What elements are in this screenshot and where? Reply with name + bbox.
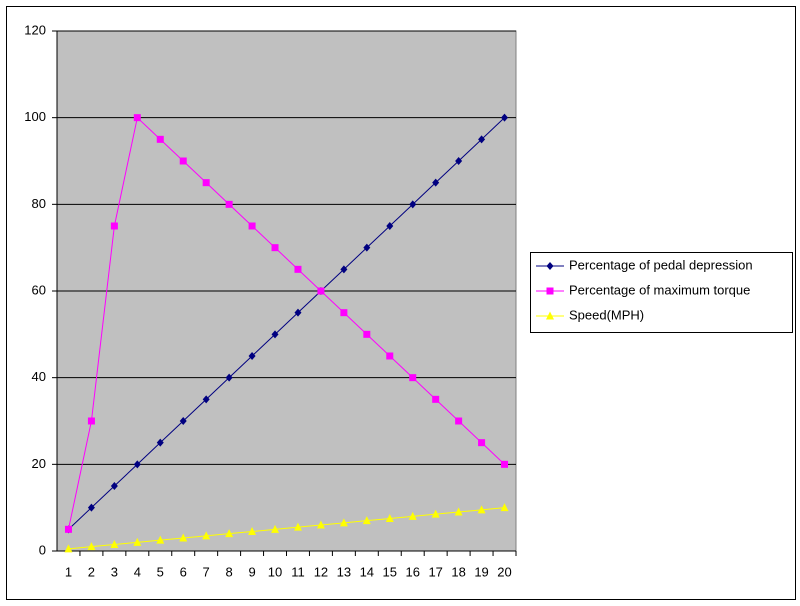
marker [87, 503, 95, 512]
marker [225, 200, 233, 208]
marker [431, 509, 440, 518]
marker [271, 244, 279, 252]
x-tick-label: 20 [497, 564, 511, 579]
y-tick-label: 100 [24, 109, 46, 124]
x-tick-label: 19 [474, 564, 488, 579]
marker [546, 262, 554, 270]
x-tick-label: 12 [314, 564, 328, 579]
marker [409, 374, 417, 382]
x-tick-label: 11 [291, 564, 305, 579]
x-tick-label: 17 [428, 564, 442, 579]
y-tick-label: 80 [32, 196, 46, 211]
marker [339, 518, 348, 527]
marker [133, 537, 142, 546]
marker [362, 516, 371, 525]
marker [455, 157, 463, 165]
marker [386, 222, 394, 230]
marker [156, 438, 164, 447]
x-tick-label: 5 [157, 564, 164, 579]
y-tick-label: 0 [39, 542, 46, 557]
marker [317, 287, 325, 295]
series-line [68, 117, 505, 530]
marker [110, 222, 118, 230]
y-tick-label: 60 [32, 282, 46, 297]
legend-box [530, 252, 793, 333]
x-tick-label: 16 [405, 564, 419, 579]
marker [477, 505, 486, 514]
legend-label: Percentage of maximum torque [569, 282, 750, 297]
x-tick-label: 8 [226, 564, 233, 579]
x-tick-label: 18 [451, 564, 465, 579]
marker [501, 113, 509, 122]
marker [179, 157, 187, 165]
x-tick-label: 10 [268, 564, 282, 579]
marker [409, 200, 417, 209]
marker [432, 178, 440, 187]
marker [385, 514, 394, 522]
marker [248, 352, 256, 360]
marker [225, 529, 234, 538]
x-tick-label: 7 [203, 564, 210, 579]
marker [363, 330, 371, 338]
marker [87, 542, 96, 551]
marker [294, 308, 302, 317]
marker [179, 533, 188, 542]
marker [294, 265, 302, 273]
marker [271, 330, 279, 339]
marker [500, 503, 509, 512]
marker [408, 511, 417, 520]
marker [133, 460, 141, 469]
marker [340, 265, 348, 274]
x-tick-label: 15 [383, 564, 397, 579]
marker [248, 527, 257, 535]
marker [432, 395, 440, 403]
marker [546, 287, 554, 295]
marker [386, 352, 394, 360]
marker [156, 135, 164, 143]
marker [501, 460, 509, 468]
marker [202, 395, 210, 404]
legend-label: Percentage of pedal depression [569, 257, 753, 272]
marker [110, 482, 118, 490]
marker [64, 525, 72, 533]
marker [110, 540, 119, 548]
marker [133, 114, 141, 122]
marker [340, 309, 348, 317]
legend-label: Speed(MPH) [569, 307, 644, 322]
marker [271, 524, 280, 533]
marker [179, 417, 187, 425]
series-line [67, 116, 505, 530]
y-tick-label: 120 [24, 22, 46, 37]
series-line [68, 507, 505, 550]
marker [202, 179, 210, 187]
x-tick-label: 14 [360, 564, 374, 579]
x-tick-label: 13 [337, 564, 351, 579]
marker [225, 373, 233, 382]
marker [87, 417, 95, 425]
marker [316, 520, 325, 529]
y-tick-label: 40 [32, 369, 46, 384]
marker [478, 135, 486, 144]
x-tick-label: 6 [180, 564, 187, 579]
x-tick-label: 1 [65, 564, 72, 579]
marker [156, 535, 165, 544]
marker [478, 439, 486, 447]
x-tick-label: 9 [248, 564, 255, 579]
x-tick-label: 3 [111, 564, 118, 579]
marker [546, 311, 554, 320]
x-tick-label: 4 [134, 564, 141, 579]
marker [455, 417, 463, 425]
marker [64, 544, 73, 553]
y-tick-label: 20 [32, 456, 46, 471]
marker [293, 522, 302, 531]
marker [363, 243, 371, 252]
marker [248, 222, 256, 230]
marker [454, 507, 463, 516]
marker [202, 531, 211, 540]
x-tick-label: 2 [88, 564, 95, 579]
